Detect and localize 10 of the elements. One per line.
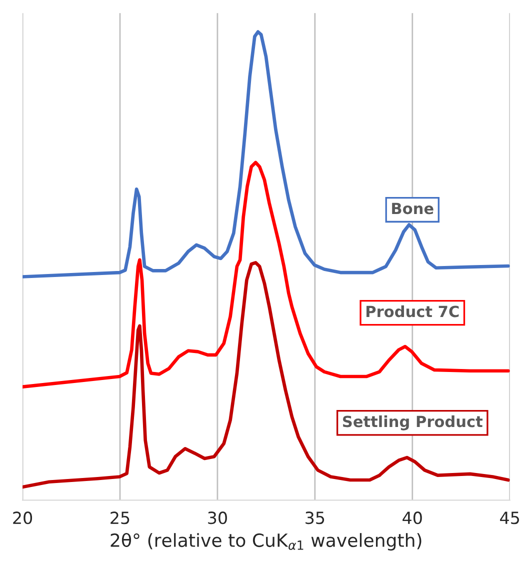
- x-tick-label: 20: [13, 512, 32, 524]
- x-axis-title: 2θ° (relative to CuK$_{α1}$ wavelength): [110, 532, 422, 551]
- text: Settling Product: [342, 415, 483, 430]
- x-tick-label: 40: [402, 512, 422, 524]
- x-tick-label: 25: [110, 512, 130, 524]
- x-tick-label: 45: [500, 512, 519, 524]
- text: Product 7C: [366, 305, 459, 318]
- x-tick-label: 35: [306, 512, 324, 524]
- series-label: Bone: [392, 202, 434, 214]
- x-tick-label: 30: [208, 512, 227, 524]
